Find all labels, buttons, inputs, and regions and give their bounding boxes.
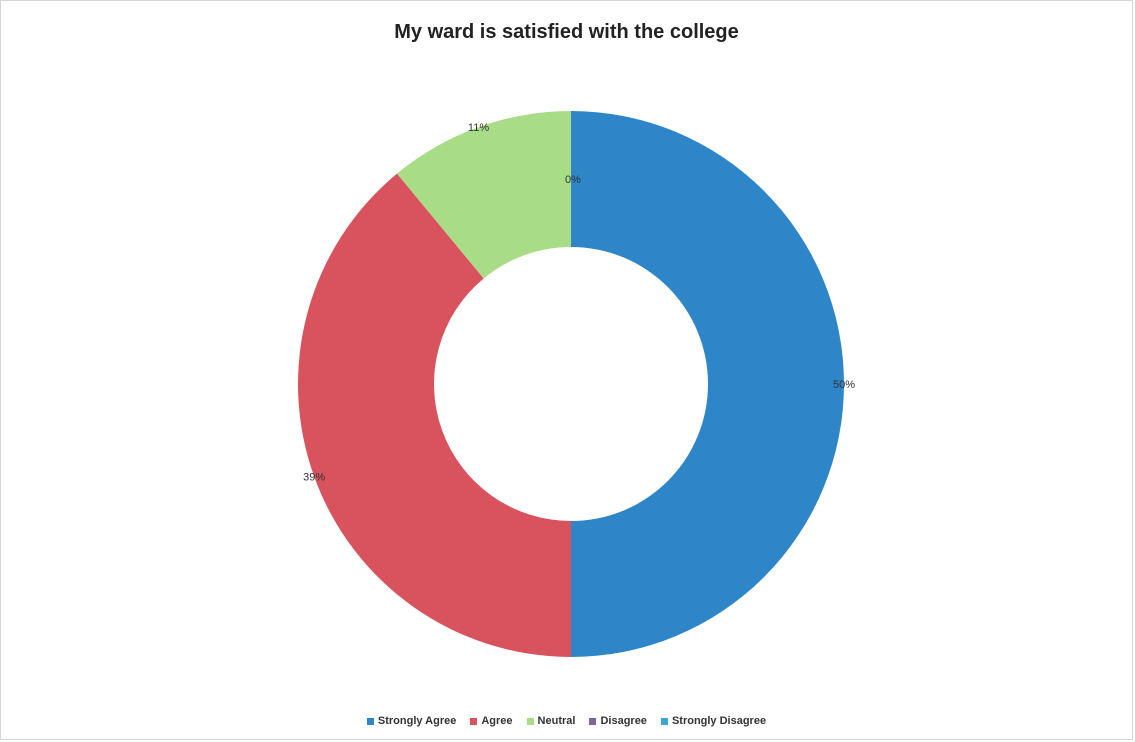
slice-neutral bbox=[396, 111, 571, 279]
legend-label-neutral: Neutral bbox=[537, 715, 576, 727]
legend-item-agree: Agree bbox=[470, 715, 513, 727]
slice-agree bbox=[298, 173, 571, 657]
legend-label-disagree: Disagree bbox=[600, 715, 647, 727]
legend-item-strongly-disagree: Strongly Disagree bbox=[660, 715, 767, 727]
slice-layer bbox=[298, 111, 844, 657]
data-label-neutral: 11% bbox=[468, 122, 489, 134]
slice-strongly-agree bbox=[571, 111, 844, 657]
data-label-agree: 39% bbox=[303, 471, 325, 483]
legend-label-strongly-agree: Strongly Agree bbox=[377, 715, 457, 727]
legend-item-strongly-agree: Strongly Agree bbox=[366, 715, 457, 727]
legend-swatch-strongly-agree bbox=[366, 717, 374, 725]
legend-label-strongly-disagree: Strongly Disagree bbox=[671, 715, 767, 727]
legend-swatch-disagree bbox=[589, 717, 597, 725]
legend-swatch-neutral bbox=[526, 717, 534, 725]
legend-item-neutral: Neutral bbox=[526, 715, 576, 727]
legend-swatch-strongly-disagree bbox=[660, 717, 668, 725]
data-label-disagree: 0% bbox=[565, 174, 581, 186]
legend-swatch-agree bbox=[470, 717, 478, 725]
legend-label-agree: Agree bbox=[481, 715, 513, 727]
chart-title: My ward is satisfied with the college bbox=[394, 21, 739, 43]
data-label-strongly-agree: 50% bbox=[833, 379, 855, 391]
legend: Strongly Agree Agree Neutral Disagree Strong… bbox=[1, 715, 1132, 727]
legend-item-disagree: Disagree bbox=[589, 715, 647, 727]
data-label-layer: 50% 39% 11% 0% bbox=[303, 122, 855, 483]
